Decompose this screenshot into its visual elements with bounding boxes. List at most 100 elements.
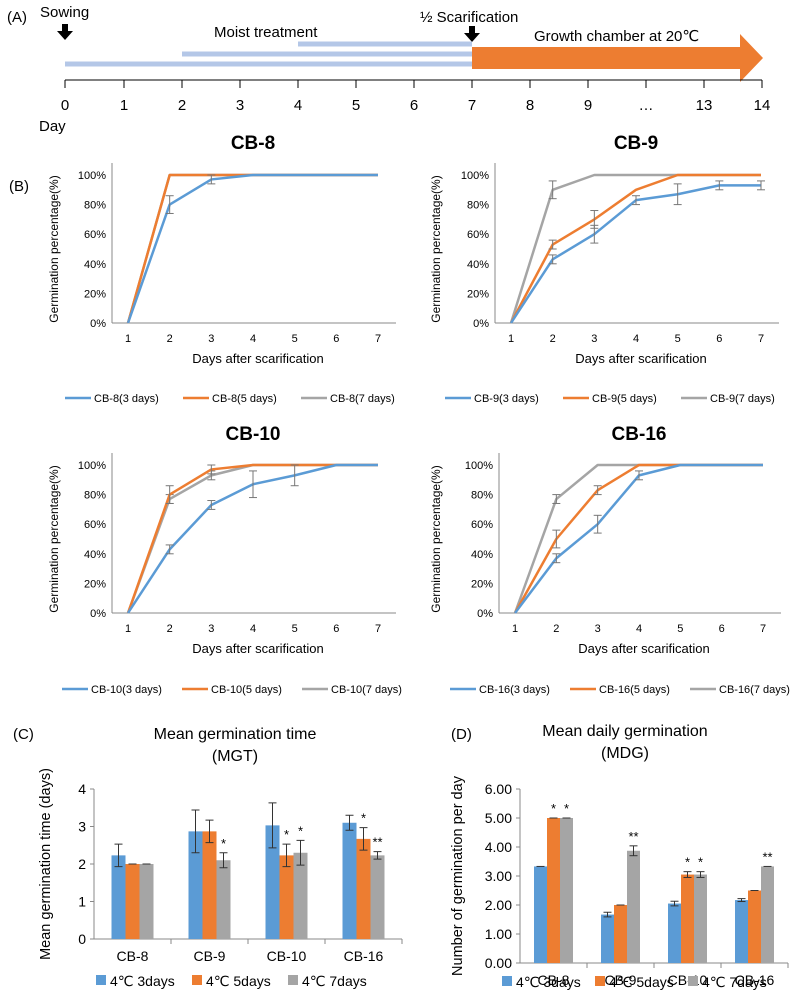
series-line bbox=[126, 173, 378, 324]
timeline-tick-label: … bbox=[639, 97, 654, 114]
y-tick-label: 60% bbox=[84, 519, 106, 531]
x-tick-label: 4 bbox=[636, 623, 642, 635]
legend-label: 4℃ 3days bbox=[516, 974, 581, 990]
y-tick-label: 60% bbox=[467, 229, 489, 241]
x-axis-label: Days after scarification bbox=[578, 641, 710, 656]
y-tick-label: 2.00 bbox=[485, 897, 512, 913]
legend-label: 4℃ 3days bbox=[110, 973, 175, 989]
y-tick-label: 0% bbox=[90, 318, 106, 330]
series-line bbox=[513, 463, 763, 614]
chart-subtitle: (MGT) bbox=[212, 748, 258, 765]
bar bbox=[265, 825, 280, 939]
significance-mark: * bbox=[564, 801, 569, 816]
y-tick-label: 40% bbox=[84, 549, 106, 561]
x-tick-label: 3 bbox=[591, 333, 597, 345]
y-tick-label: 2 bbox=[78, 856, 86, 872]
growth-chamber-label: Growth chamber at 20℃ bbox=[534, 28, 699, 45]
legend-label: CB-9(5 days) bbox=[592, 393, 657, 405]
x-tick-label: 6 bbox=[719, 623, 725, 635]
scarification-label: ½ Scarification bbox=[420, 9, 518, 26]
y-axis-label: Mean germination time (days) bbox=[38, 768, 54, 960]
y-tick-label: 0% bbox=[473, 318, 489, 330]
timeline-tick-label: 8 bbox=[526, 97, 534, 114]
legend-label: CB-9(7 days) bbox=[710, 393, 775, 405]
chart-title: Mean germination time bbox=[154, 726, 317, 743]
y-tick-label: 40% bbox=[467, 259, 489, 271]
category-label: CB-10 bbox=[267, 948, 307, 964]
legend-label: 4℃ 5days bbox=[206, 973, 271, 989]
y-tick-label: 60% bbox=[471, 519, 493, 531]
legend-swatch bbox=[502, 976, 512, 986]
x-tick-label: 7 bbox=[760, 623, 766, 635]
series-line bbox=[513, 463, 763, 614]
series-line bbox=[126, 173, 378, 324]
x-tick-label: 5 bbox=[675, 333, 681, 345]
bar bbox=[694, 874, 707, 963]
x-tick-label: 6 bbox=[716, 333, 722, 345]
timeline-tick-label: 13 bbox=[696, 97, 713, 114]
category-label: CB-16 bbox=[735, 972, 775, 988]
bar bbox=[614, 905, 627, 963]
timeline-tick-label: 6 bbox=[410, 97, 418, 114]
x-tick-label: 2 bbox=[167, 333, 173, 345]
y-tick-label: 3.00 bbox=[485, 868, 512, 884]
line-chart-cb16: CB-16 0% 20% 40% 60% 80% 100% 1 2 3 4 5 6 7 Days after… bbox=[429, 424, 790, 696]
panel-label-d: (D) bbox=[451, 726, 472, 743]
y-tick-label: 5.00 bbox=[485, 810, 512, 826]
significance-mark: * bbox=[221, 836, 226, 851]
x-tick-label: 1 bbox=[512, 623, 518, 635]
bar bbox=[216, 860, 231, 939]
significance-mark: * bbox=[685, 855, 690, 870]
panel-label-c: (C) bbox=[13, 726, 34, 743]
category-label: CB-8 bbox=[538, 972, 570, 988]
x-tick-label: 2 bbox=[553, 623, 559, 635]
y-tick-label: 40% bbox=[471, 549, 493, 561]
y-tick-label: 60% bbox=[84, 229, 106, 241]
sowing-arrow-icon bbox=[57, 24, 73, 40]
y-tick-label: 20% bbox=[84, 578, 106, 590]
bar-chart-mdg: Mean daily germination (MDG) 0.00 1.00 2.00 3… bbox=[450, 723, 789, 990]
bar bbox=[356, 838, 371, 939]
bar bbox=[293, 852, 308, 939]
moist-treatment-bar bbox=[182, 51, 472, 57]
y-tick-label: 80% bbox=[84, 200, 106, 212]
timeline-tick-label: 9 bbox=[584, 97, 592, 114]
y-tick-label: 0 bbox=[78, 931, 86, 947]
legend-label: 4℃ 7days bbox=[702, 974, 767, 990]
moist-treatment-bar bbox=[65, 61, 472, 67]
significance-mark: ** bbox=[628, 829, 638, 844]
x-tick-label: 3 bbox=[595, 623, 601, 635]
y-tick-label: 80% bbox=[471, 490, 493, 502]
category-label: CB-16 bbox=[344, 948, 384, 964]
significance-mark: ** bbox=[762, 849, 772, 864]
timeline-tick-label: 0 bbox=[61, 97, 69, 114]
y-tick-label: 100% bbox=[78, 460, 106, 472]
y-tick-label: 4.00 bbox=[485, 839, 512, 855]
growth-chamber-arrow bbox=[472, 34, 763, 82]
y-tick-label: 6.00 bbox=[485, 781, 512, 797]
moist-treatment-label: Moist treatment bbox=[214, 24, 318, 41]
timeline-tick-label: 7 bbox=[468, 97, 476, 114]
legend-swatch bbox=[96, 975, 106, 985]
series-line bbox=[126, 173, 378, 324]
sowing-label: Sowing bbox=[40, 4, 89, 21]
y-tick-label: 20% bbox=[467, 288, 489, 300]
chart-title: CB-8 bbox=[231, 133, 275, 154]
x-tick-label: 6 bbox=[333, 623, 339, 635]
chart-title: CB-16 bbox=[612, 424, 667, 445]
legend-label: 4℃ 5days bbox=[609, 974, 674, 990]
x-axis-label: Days after scarification bbox=[192, 351, 324, 366]
legend-swatch bbox=[688, 976, 698, 986]
y-tick-label: 40% bbox=[84, 259, 106, 271]
chart-subtitle: (MDG) bbox=[601, 745, 649, 762]
legend-label: CB-16(7 days) bbox=[719, 684, 790, 696]
legend-label: CB-16(3 days) bbox=[479, 684, 550, 696]
x-tick-label: 2 bbox=[550, 333, 556, 345]
bar bbox=[534, 866, 547, 963]
legend-label: CB-10(3 days) bbox=[91, 684, 162, 696]
bar bbox=[681, 874, 694, 963]
timeline-tick-label: 5 bbox=[352, 97, 360, 114]
y-tick-label: 80% bbox=[84, 490, 106, 502]
legend-label: CB-8(7 days) bbox=[330, 393, 395, 405]
bar bbox=[735, 900, 748, 963]
